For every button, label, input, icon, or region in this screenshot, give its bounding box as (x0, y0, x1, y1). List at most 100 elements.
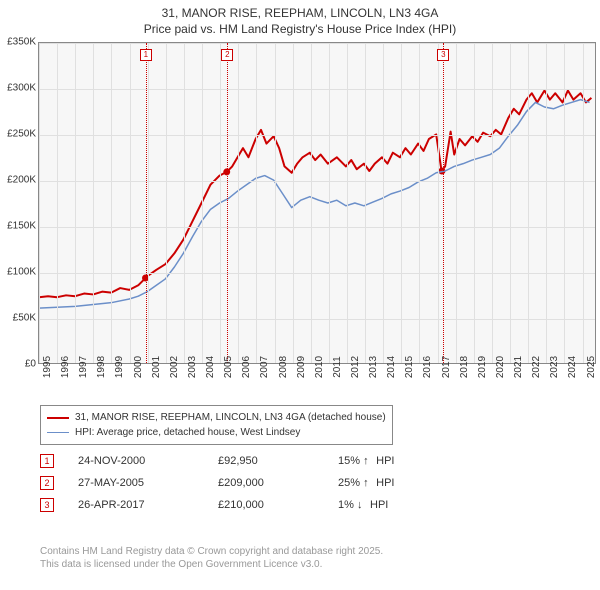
x-axis-tick: 2002 (169, 356, 180, 378)
x-axis-tick: 2003 (187, 356, 198, 378)
row-pct: 15% ↑ HPI (338, 455, 438, 467)
row-price: £92,950 (218, 455, 338, 467)
transaction-table: 124-NOV-2000£92,95015% ↑ HPI227-MAY-2005… (40, 450, 438, 516)
x-axis-tick: 2008 (278, 356, 289, 378)
gridline-v (238, 43, 239, 363)
marker-number-box: 3 (437, 49, 449, 61)
row-marker-box: 2 (40, 476, 54, 490)
gridline-v (184, 43, 185, 363)
gridline-v (256, 43, 257, 363)
gridline-h (39, 135, 595, 136)
x-axis-tick: 2021 (513, 356, 524, 378)
gridline-v (510, 43, 511, 363)
x-axis-tick: 2022 (531, 356, 542, 378)
x-axis-tick: 2017 (441, 356, 452, 378)
y-axis-tick: £300K (7, 83, 36, 94)
x-axis-tick: 2015 (404, 356, 415, 378)
marker-line (146, 43, 147, 363)
x-axis-tick: 2010 (314, 356, 325, 378)
x-axis-tick: 2006 (241, 356, 252, 378)
x-axis-tick: 2012 (350, 356, 361, 378)
x-axis-tick: 2000 (133, 356, 144, 378)
chart-plot-area: 123 (38, 42, 596, 364)
x-axis-tick: 2011 (332, 356, 343, 378)
legend-item: HPI: Average price, detached house, West… (47, 425, 386, 440)
row-price: £209,000 (218, 477, 338, 489)
gridline-v (401, 43, 402, 363)
x-axis-tick: 2020 (495, 356, 506, 378)
row-date: 27-MAY-2005 (78, 477, 218, 489)
gridline-h (39, 181, 595, 182)
x-axis-tick: 2016 (422, 356, 433, 378)
chart-title: 31, MANOR RISE, REEPHAM, LINCOLN, LN3 4G… (0, 0, 600, 37)
gridline-h (39, 89, 595, 90)
y-axis-tick: £0 (25, 359, 36, 370)
x-axis-tick: 2024 (567, 356, 578, 378)
gridline-v (93, 43, 94, 363)
x-axis-tick: 1999 (114, 356, 125, 378)
title-line-2: Price paid vs. HM Land Registry's House … (0, 22, 600, 38)
gridline-v (293, 43, 294, 363)
arrow-down-icon: ↓ (357, 499, 367, 511)
title-line-1: 31, MANOR RISE, REEPHAM, LINCOLN, LN3 4G… (0, 6, 600, 22)
row-date: 26-APR-2017 (78, 499, 218, 511)
marker-number-box: 2 (221, 49, 233, 61)
row-price: £210,000 (218, 499, 338, 511)
gridline-v (275, 43, 276, 363)
x-axis-tick: 2001 (151, 356, 162, 378)
gridline-v (329, 43, 330, 363)
gridline-v (583, 43, 584, 363)
table-row: 3 26-APR-2017£210,0001% ↓ HPI (40, 494, 438, 516)
row-pct: 1% ↓ HPI (338, 499, 438, 511)
footer-line-1: Contains HM Land Registry data © Crown c… (40, 545, 383, 558)
legend-box: 31, MANOR RISE, REEPHAM, LINCOLN, LN3 4G… (40, 405, 393, 445)
y-axis-tick: £50K (13, 313, 36, 324)
arrow-up-icon: ↑ (363, 455, 373, 467)
gridline-v (546, 43, 547, 363)
x-axis-tick: 1997 (78, 356, 89, 378)
legend-label: HPI: Average price, detached house, West… (75, 425, 300, 440)
gridline-v (166, 43, 167, 363)
arrow-up-icon: ↑ (363, 477, 373, 489)
x-axis-tick: 2025 (586, 356, 597, 378)
gridline-v (564, 43, 565, 363)
gridline-v (130, 43, 131, 363)
x-axis-tick: 2007 (259, 356, 270, 378)
table-row: 2 27-MAY-2005£209,00025% ↑ HPI (40, 472, 438, 494)
y-axis-tick: £250K (7, 129, 36, 140)
y-axis-tick: £200K (7, 175, 36, 186)
x-axis-tick: 2005 (223, 356, 234, 378)
legend-swatch (47, 417, 69, 419)
x-axis-tick: 2014 (386, 356, 397, 378)
series-line-hpi (39, 100, 590, 308)
gridline-v (75, 43, 76, 363)
y-axis-tick: £100K (7, 267, 36, 278)
x-axis-tick: 2013 (368, 356, 379, 378)
table-row: 124-NOV-2000£92,95015% ↑ HPI (40, 450, 438, 472)
x-axis-tick: 2009 (296, 356, 307, 378)
gridline-v (492, 43, 493, 363)
x-axis-tick: 2004 (205, 356, 216, 378)
gridline-v (111, 43, 112, 363)
y-axis-tick: £150K (7, 221, 36, 232)
gridline-v (220, 43, 221, 363)
x-axis-tick: 1998 (96, 356, 107, 378)
gridline-v (528, 43, 529, 363)
x-axis-tick: 1996 (60, 356, 71, 378)
gridline-h (39, 43, 595, 44)
row-marker-box: 3 (40, 498, 54, 512)
legend-swatch (47, 432, 69, 434)
marker-line (443, 43, 444, 363)
row-hpi-suffix: HPI (373, 477, 394, 489)
footer-line-2: This data is licensed under the Open Gov… (40, 558, 383, 571)
gridline-h (39, 319, 595, 320)
legend-label: 31, MANOR RISE, REEPHAM, LINCOLN, LN3 4G… (75, 410, 386, 425)
gridline-h (39, 227, 595, 228)
gridline-v (474, 43, 475, 363)
legend-item: 31, MANOR RISE, REEPHAM, LINCOLN, LN3 4G… (47, 410, 386, 425)
y-axis-tick: £350K (7, 37, 36, 48)
gridline-v (347, 43, 348, 363)
footer-attribution: Contains HM Land Registry data © Crown c… (40, 545, 383, 571)
row-marker-box: 1 (40, 454, 54, 468)
row-pct: 25% ↑ HPI (338, 477, 438, 489)
